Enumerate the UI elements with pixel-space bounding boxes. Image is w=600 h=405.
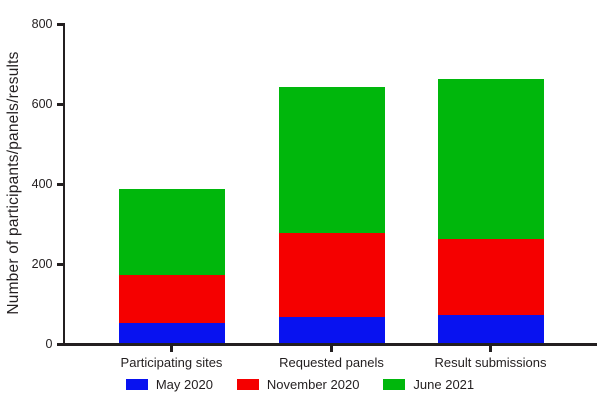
bar-segment-participating-sites-november-2020 — [118, 275, 225, 323]
y-tick — [56, 103, 63, 106]
y-tick — [56, 343, 63, 346]
x-category-label-requested-panels: Requested panels — [279, 354, 384, 370]
legend-label-may-2020: May 2020 — [155, 377, 213, 392]
legend-swatch-november-2020-icon — [236, 379, 259, 390]
y-tick — [56, 23, 63, 26]
y-axis-line — [62, 23, 65, 346]
bar-segment-result-submissions-november-2020 — [437, 239, 544, 315]
bar-segment-participating-sites-may-2020 — [118, 323, 225, 343]
y-tick-label: 600 — [31, 96, 53, 111]
legend-label-june-2021: June 2021 — [413, 377, 475, 392]
x-axis-line — [62, 343, 597, 346]
legend-swatch-june-2021-icon — [383, 379, 406, 390]
x-category-label-result-submissions: Result submissions — [434, 354, 547, 370]
bar-segment-requested-panels-june-2021 — [278, 87, 385, 233]
y-tick-label: 800 — [31, 16, 53, 31]
y-tick-label: 200 — [31, 256, 53, 271]
legend-item-may-2020: May 2020 — [125, 377, 213, 392]
y-tick — [56, 263, 63, 266]
x-tick — [170, 345, 173, 352]
legend-item-june-2021: June 2021 — [383, 377, 474, 392]
bar-segment-result-submissions-may-2020 — [437, 315, 544, 343]
x-category-label-participating-sites: Participating sites — [120, 354, 223, 370]
legend: May 2020 November 2020 June 2021 — [0, 377, 600, 392]
y-tick-label: 0 — [45, 336, 53, 351]
y-tick — [56, 183, 63, 186]
bar-segment-requested-panels-may-2020 — [278, 317, 385, 343]
bar-segment-requested-panels-november-2020 — [278, 233, 385, 317]
y-tick-label: 400 — [31, 176, 53, 191]
legend-swatch-may-2020-icon — [125, 379, 148, 390]
x-tick — [489, 345, 492, 352]
legend-item-november-2020: November 2020 — [236, 377, 360, 392]
x-tick — [330, 345, 333, 352]
bar-segment-participating-sites-june-2021 — [118, 189, 225, 275]
legend-label-november-2020: November 2020 — [266, 377, 360, 392]
bar-segment-result-submissions-june-2021 — [437, 79, 544, 239]
